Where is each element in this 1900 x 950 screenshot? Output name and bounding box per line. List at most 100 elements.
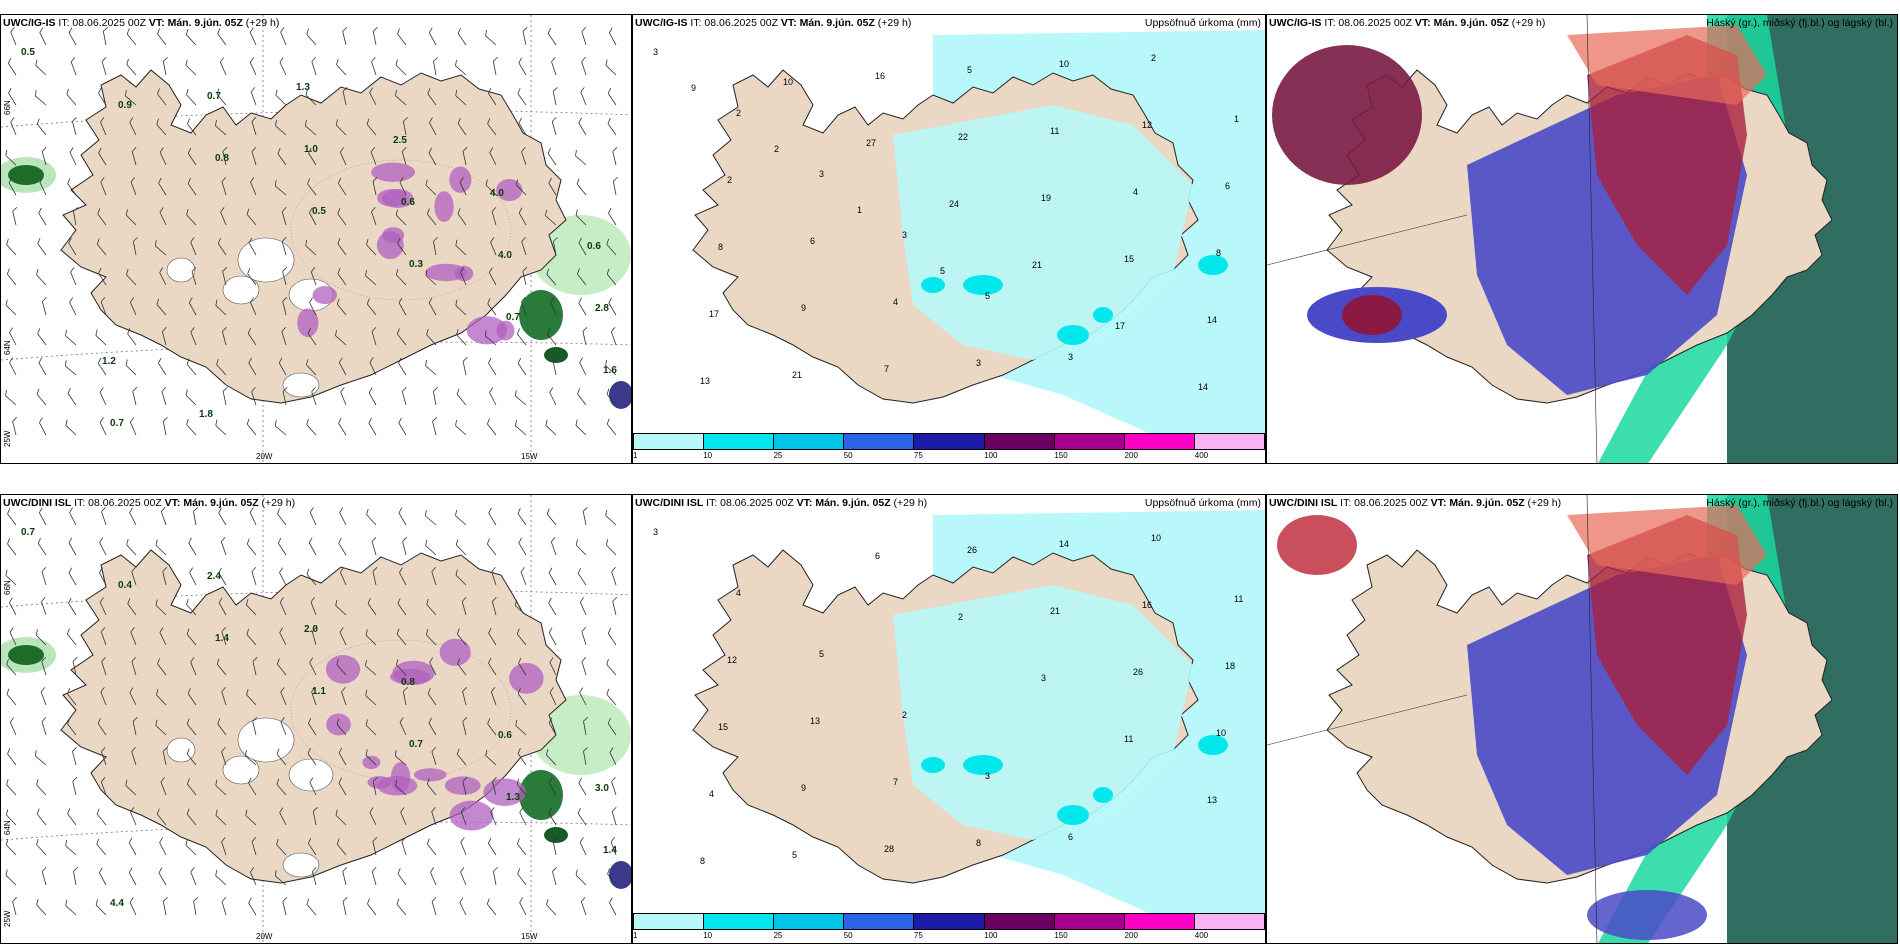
barb-shaft [307, 333, 317, 346]
barb-flag [396, 628, 400, 635]
init-time: IT: 08.06.2025 00Z [1340, 497, 1428, 509]
barb-shaft [342, 91, 347, 106]
precip-amount-label: 4 [736, 588, 741, 598]
wind-barb [248, 777, 257, 796]
wind-barb [365, 659, 377, 676]
barb-flag [99, 597, 104, 603]
barb-shaft [8, 92, 17, 106]
precip-value-label: 0.6 [498, 730, 512, 741]
barb-flag [613, 177, 618, 182]
precip-core [1093, 307, 1113, 323]
wind-barb [340, 387, 347, 406]
wind-barb [131, 657, 137, 676]
wind-barb [431, 747, 437, 766]
precip-core [609, 381, 631, 409]
wind-barb [38, 207, 47, 226]
wind-barb [162, 57, 168, 76]
wind-barb [549, 657, 557, 676]
barb-flag [372, 27, 378, 32]
barb-flag [65, 839, 68, 846]
wind-barb [246, 688, 257, 706]
precip-value-label: 1.8 [199, 409, 213, 420]
legend-tick-label: 400 [1194, 451, 1209, 460]
barb-flag [487, 118, 491, 124]
barb-flag [95, 899, 98, 906]
barb-flag [67, 808, 71, 814]
wind-barb [187, 778, 197, 796]
precip-amount-label: 13 [810, 716, 820, 726]
barb-flag [365, 749, 368, 756]
barb-shaft [549, 692, 557, 706]
barb-flag [130, 417, 135, 423]
wind-barb [132, 237, 138, 256]
precip-value-label: 2.0 [304, 624, 318, 635]
barb-flag [128, 837, 133, 843]
wind-barb [95, 899, 107, 916]
precip-amount-label: 15 [718, 722, 728, 732]
barb-shaft [433, 61, 437, 76]
barb-flag [338, 777, 343, 784]
precip-amount-label: 26 [1133, 667, 1143, 677]
barb-flag [606, 658, 609, 665]
barb-flag [222, 267, 227, 272]
barb-flag [309, 657, 314, 663]
wind-barb [552, 237, 558, 256]
barb-flag [126, 538, 129, 545]
wind-barb [546, 899, 557, 916]
barb-flag [66, 628, 70, 635]
wind-barb [518, 57, 527, 76]
wind-barb [190, 657, 197, 676]
wind-barb [129, 507, 137, 526]
barb-shaft [6, 814, 17, 826]
wind-barb [249, 507, 257, 526]
wind-barb [159, 267, 167, 286]
wind-barb [128, 837, 137, 856]
barb-shaft [101, 751, 107, 766]
barb-flag [424, 510, 427, 516]
precip-value-label: 1.4 [603, 845, 617, 856]
barb-flag [427, 688, 431, 694]
barb-flag [161, 507, 166, 513]
barb-flag [338, 747, 343, 754]
barb-shaft [36, 904, 47, 916]
barb-shaft [576, 183, 587, 196]
wind-barb [309, 507, 317, 526]
wind-barb [581, 57, 587, 76]
precip-amount-label: 21 [792, 370, 802, 380]
wind-barb [99, 387, 107, 406]
wind-barb [455, 509, 467, 526]
barb-flag [605, 359, 608, 366]
barb-flag [516, 628, 520, 635]
barb-flag [159, 147, 164, 153]
legend-tick-label: 75 [913, 931, 923, 940]
wind-barb [460, 867, 467, 886]
barb-shaft [400, 811, 407, 826]
barb-shaft [281, 241, 287, 256]
barb-shaft [159, 152, 167, 166]
barb-flag [460, 837, 465, 843]
precip-value-label: 0.8 [215, 153, 229, 164]
barb-shaft [221, 841, 227, 856]
wind-barb [335, 329, 347, 346]
barb-shaft [7, 753, 17, 766]
barb-shaft [280, 31, 287, 46]
barb-flag [395, 209, 398, 216]
wind-barb [190, 237, 197, 256]
barb-flag [6, 238, 9, 245]
wind-barb [65, 899, 77, 916]
barb-flag [457, 208, 461, 214]
precip-value-label: 0.6 [401, 197, 415, 208]
barb-shaft [132, 391, 137, 406]
barb-flag [340, 147, 345, 153]
barb-shaft [487, 123, 497, 136]
wind-barb [102, 27, 108, 46]
wind-barb [579, 597, 587, 616]
legend-swatch [984, 914, 1055, 929]
wind-barb [126, 58, 137, 76]
barb-flag [221, 747, 226, 752]
barb-shaft [583, 751, 587, 766]
barb-shaft [280, 721, 287, 736]
barb-shaft [579, 362, 587, 376]
wind-barb [41, 297, 47, 316]
barb-shaft [367, 903, 377, 916]
